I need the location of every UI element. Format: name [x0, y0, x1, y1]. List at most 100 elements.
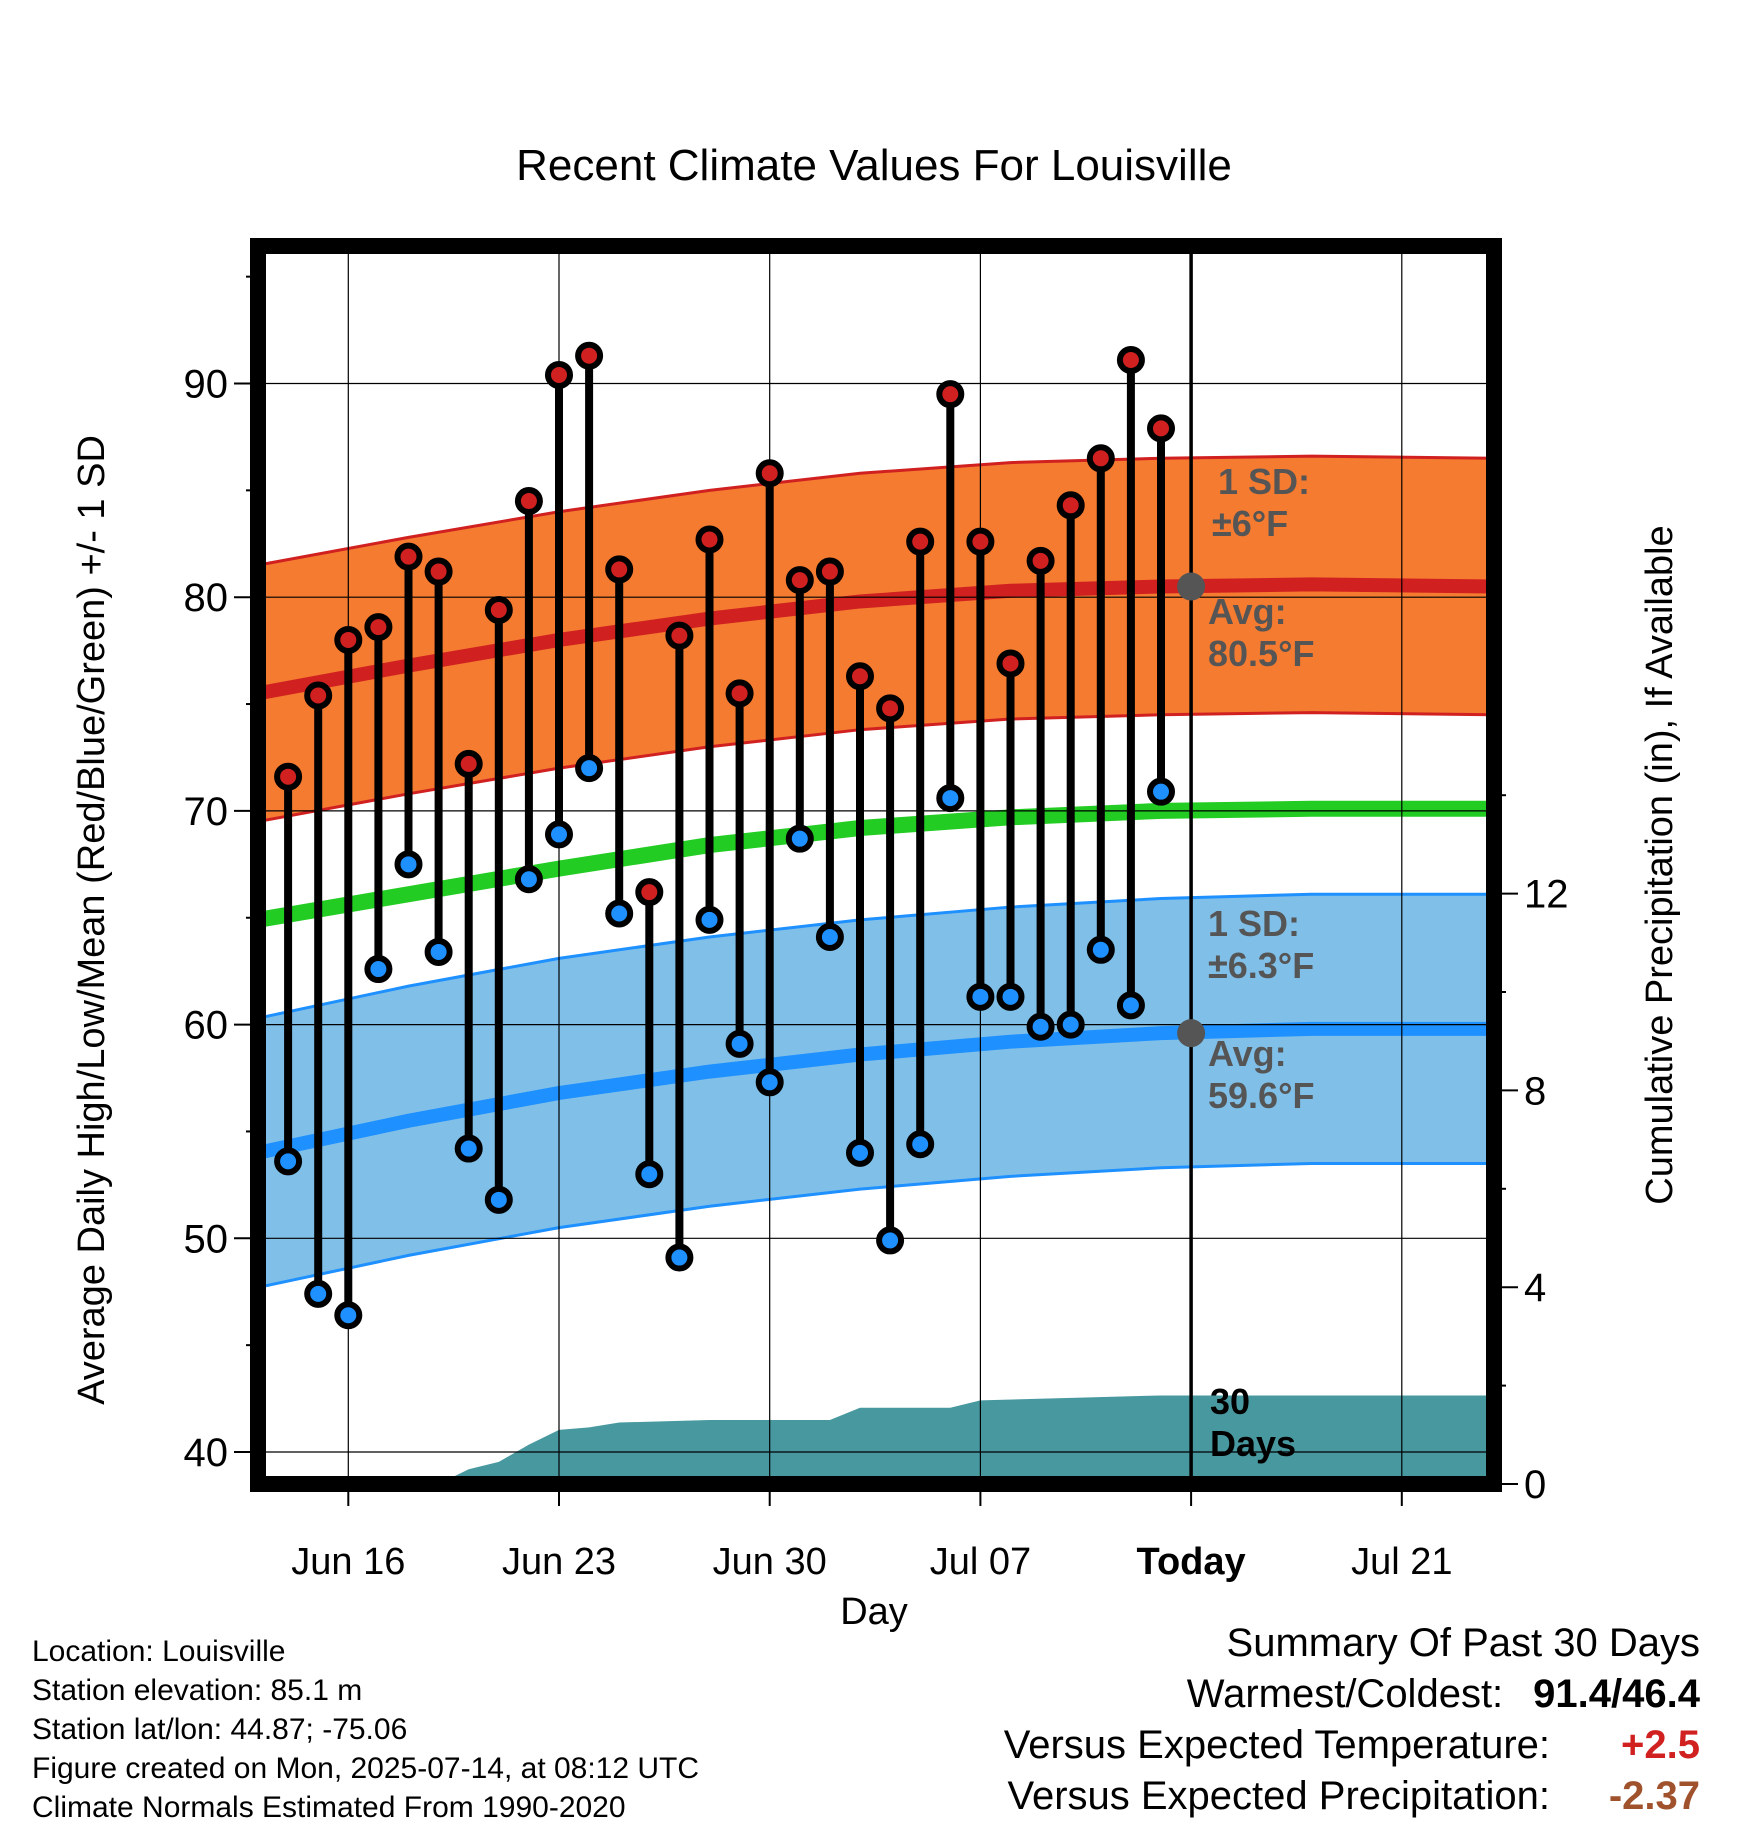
created-text: Figure created on Mon, 2025-07-14, at 08…: [32, 1752, 700, 1785]
daily-low-point: [936, 784, 965, 813]
daily-low-point: [304, 1279, 333, 1308]
daily-high-point: [424, 557, 453, 586]
daily-high-point: [785, 566, 814, 595]
daily-high-point: [815, 557, 844, 586]
low-sd-band: [258, 894, 1493, 1288]
daily-low-point: [1147, 777, 1175, 806]
y2-tick-label: 4: [1524, 1266, 1546, 1310]
y-axis-label: Average Daily High/Low/Mean (Red/Blue/Gr…: [71, 435, 113, 1405]
location-text: Location: Louisville: [32, 1635, 286, 1668]
precip-area: [258, 1395, 1493, 1484]
daily-low-point: [454, 1134, 483, 1163]
precip-anomaly-row: Versus Expected Precipitation: -2.37: [1004, 1771, 1700, 1822]
daily-low-point: [815, 922, 844, 951]
daily-high-point: [605, 555, 634, 584]
daily-low-point: [605, 899, 634, 928]
x-tick-label: Jun 23: [502, 1541, 616, 1583]
low-band-lower-edge: [257, 1162, 1493, 1289]
high-sd-value: ±6°F: [1212, 503, 1288, 544]
daily-low-point: [514, 865, 543, 894]
daily-high-point: [545, 360, 573, 389]
precip-anomaly-value: -2.37: [1608, 1774, 1700, 1818]
x-tick-label: Jun 16: [291, 1541, 405, 1583]
y2-tick-label: 0: [1524, 1463, 1546, 1507]
station-metadata: Location: Louisville Station elevation: …: [32, 1632, 699, 1827]
y-tick-label: 60: [184, 1004, 229, 1048]
daily-low-point: [424, 937, 453, 966]
low-sd-value: ±6.3°F: [1208, 945, 1314, 986]
high-sd-label: 1 SD:: [1218, 461, 1310, 502]
temp-anomaly-row: Versus Expected Temperature: +2.5: [1004, 1720, 1700, 1771]
daily-high-point: [484, 596, 513, 625]
daily-high-point: [755, 459, 784, 488]
plot-frame: [250, 238, 1502, 1492]
temp-anomaly-value: +2.5: [1621, 1723, 1700, 1767]
daily-low-point: [364, 955, 393, 984]
x-tick-label: Jul 21: [1351, 1541, 1452, 1583]
daily-high-point: [274, 762, 303, 791]
daily-high-point: [635, 878, 664, 907]
low-sd-label: 1 SD:: [1208, 903, 1300, 944]
daily-low-point: [996, 982, 1025, 1011]
daily-low-point: [906, 1130, 935, 1159]
daily-low-point: [575, 754, 604, 783]
y2-tick-label: 8: [1524, 1069, 1546, 1113]
daily-low-point: [334, 1301, 363, 1330]
daily-low-point: [1086, 935, 1115, 964]
chart-title: Recent Climate Values For Louisville: [516, 141, 1232, 190]
warmest-coldest-value: 91.4/46.4: [1533, 1672, 1700, 1716]
daily-high-point: [725, 679, 754, 708]
x-tick-label: Jun 30: [713, 1541, 827, 1583]
daily-high-point: [936, 380, 965, 409]
daily-low-point: [966, 982, 995, 1011]
daily-low-point: [545, 820, 573, 849]
daily-low-point: [635, 1160, 664, 1189]
daily-high-point: [1056, 491, 1085, 520]
y-tick-label: 70: [184, 790, 229, 834]
precip-days-label: 30: [1210, 1381, 1250, 1422]
normals-text: Climate Normals Estimated From 1990-2020: [32, 1791, 626, 1824]
daily-high-point: [1086, 444, 1115, 473]
daily-low-point: [274, 1147, 303, 1176]
x-tick-label: Jul 07: [930, 1541, 1031, 1583]
y-tick-label: 40: [184, 1431, 229, 1475]
low-avg-label: Avg:: [1208, 1033, 1287, 1074]
daily-low-point: [846, 1138, 874, 1167]
daily-low-point: [695, 905, 724, 934]
daily-low-point: [1116, 991, 1145, 1020]
high-sd-band: [258, 456, 1493, 822]
high-avg-label: Avg:: [1208, 591, 1287, 632]
low-avg-marker: [1177, 1019, 1206, 1048]
precip-days-label-2: Days: [1210, 1423, 1296, 1464]
daily-low-point: [394, 850, 423, 879]
temp-anomaly-label: Versus Expected Temperature:: [1003, 1723, 1550, 1767]
latlon-text: Station lat/lon: 44.87; -75.06: [32, 1713, 408, 1746]
daily-high-point: [876, 694, 905, 723]
daily-low-point: [876, 1226, 905, 1255]
high-normal-line: [256, 577, 1493, 701]
high-avg-marker: [1177, 572, 1206, 601]
daily-high-point: [304, 681, 333, 710]
summary-panel: Summary Of Past 30 Days Warmest/Coldest:…: [1004, 1618, 1700, 1822]
elevation-text: Station elevation: 85.1 m: [32, 1674, 363, 1707]
x-tick-label: Today: [1137, 1541, 1246, 1583]
daily-low-point: [1056, 1010, 1085, 1039]
y2-axis-label: Cumulative Precipitation (in), If Availa…: [1639, 525, 1681, 1204]
daily-high-point: [665, 621, 694, 650]
daily-high-point: [1026, 546, 1055, 575]
y-tick-label: 50: [184, 1217, 229, 1261]
precip-anomaly-label: Versus Expected Precipitation:: [1007, 1774, 1550, 1818]
y2-tick-label: 12: [1524, 873, 1569, 917]
warmest-coldest-row: Warmest/Coldest: 91.4/46.4: [1004, 1669, 1700, 1720]
daily-low-point: [785, 824, 814, 853]
daily-high-point: [575, 341, 604, 370]
daily-high-point: [454, 749, 483, 778]
daily-high-point: [996, 649, 1025, 678]
daily-high-point: [966, 527, 995, 556]
warmest-coldest-label: Warmest/Coldest:: [1186, 1672, 1504, 1716]
daily-high-point: [1116, 345, 1145, 374]
y-tick-label: 90: [184, 363, 229, 407]
low-avg-value: 59.6°F: [1208, 1075, 1314, 1116]
